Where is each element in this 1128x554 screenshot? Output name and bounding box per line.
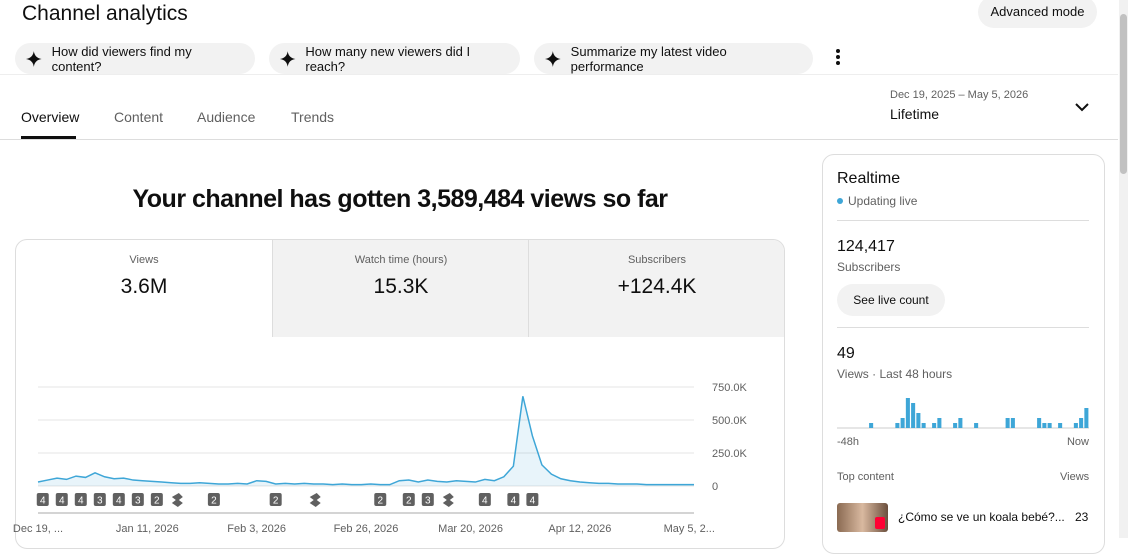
metric-label[interactable]: Subscribers	[627, 254, 687, 266]
advanced-mode-button[interactable]: Advanced mode	[978, 0, 1097, 28]
video-views: 23	[1075, 510, 1089, 524]
more-menu[interactable]	[832, 48, 844, 68]
live-dot	[837, 198, 843, 204]
tab[interactable]: Audience	[197, 109, 256, 125]
realtime-status: Updating live	[837, 194, 917, 208]
video-thumbnail[interactable]	[837, 503, 888, 532]
divider	[0, 74, 1118, 75]
dropdown-arrow[interactable]	[1074, 101, 1090, 113]
suggestion-text: Summarize my latest video performance	[570, 43, 727, 74]
subscriber-count: 124,417	[837, 238, 895, 255]
suggestion-text: How did viewers find my content?	[51, 43, 192, 74]
tab-active[interactable]: Overview	[21, 109, 80, 125]
video-title[interactable]: ¿Cómo se ve un koala bebé?...	[898, 510, 1065, 524]
metric-value: 15.3K	[373, 275, 429, 298]
divider	[837, 327, 1089, 328]
divider	[0, 139, 1118, 140]
divider	[837, 220, 1089, 221]
see-live-count-button[interactable]: See live count	[837, 284, 945, 316]
metric-label[interactable]: Views	[129, 254, 159, 266]
date-range: Dec 19, 2025 – May 5, 2026	[890, 89, 1029, 101]
suggestion-text: How many new viewers did I reach?	[305, 43, 471, 74]
tab[interactable]: Trends	[291, 109, 335, 125]
subscriber-label: Subscribers	[837, 260, 901, 274]
divider	[272, 240, 273, 337]
suggestion-chip[interactable]: How did viewers find my content?	[15, 43, 255, 74]
metric-label[interactable]: Watch time (hours)	[354, 254, 448, 266]
metric-value: +124.4K	[617, 275, 697, 298]
headline: Your channel has gotten 3,589,484 views …	[132, 185, 668, 213]
views-header: Views	[1060, 471, 1090, 483]
shorts-badge	[875, 517, 885, 529]
page-title: Channel analytics	[22, 2, 188, 25]
suggestion-chip[interactable]: Summarize my latest video performance	[534, 43, 813, 74]
realtime-views-label: Views · Last 48 hours	[837, 367, 953, 381]
top-content-label: Top content	[837, 471, 894, 483]
metrics-card: Views 3.6M Watch time (hours) 15.3K Subs…	[15, 239, 785, 549]
realtime-views: 49	[837, 345, 855, 362]
suggestion-chip[interactable]: How many new viewers did I reach?	[269, 43, 520, 74]
sparkle-icon	[25, 50, 42, 67]
realtime-card	[822, 154, 1105, 554]
scrollbar-thumb[interactable]	[1120, 14, 1127, 174]
sparkle-icon	[544, 50, 561, 67]
scrollbar[interactable]	[1119, 0, 1128, 538]
date-range-label[interactable]: Lifetime	[890, 106, 940, 122]
tab-underline	[21, 136, 76, 139]
divider	[528, 240, 529, 337]
metric-value: 3.6M	[120, 275, 168, 298]
sparkle-icon	[279, 50, 296, 67]
tab[interactable]: Content	[114, 109, 164, 125]
realtime-title: Realtime	[837, 170, 901, 187]
status-text: Updating live	[848, 194, 918, 208]
